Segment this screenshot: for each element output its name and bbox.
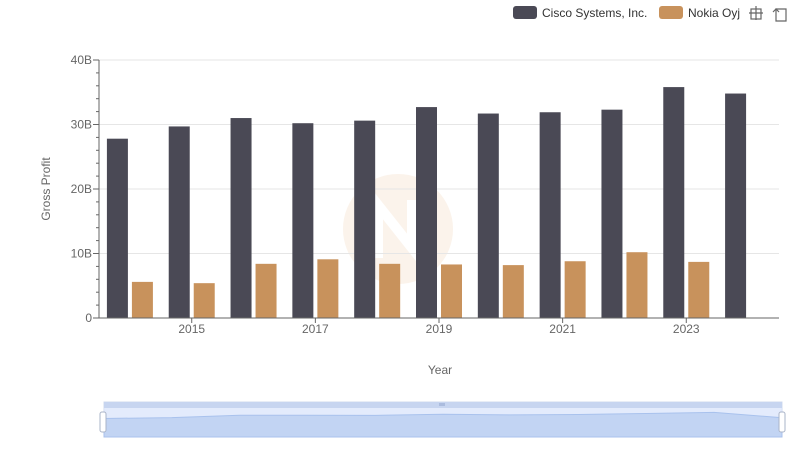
bar-cisco-2023[interactable] (663, 87, 685, 318)
slider-grip-icon[interactable] (439, 403, 445, 406)
x-tick-label: 2023 (673, 322, 700, 336)
bar-cisco-2015[interactable] (168, 126, 190, 318)
y-tick-label: 0 (85, 311, 92, 325)
y-tick-label: 30B (71, 118, 92, 132)
bar-nokia-2018[interactable] (379, 263, 401, 318)
bar-cisco-2019[interactable] (416, 107, 437, 319)
bar-cisco-2021[interactable] (539, 112, 561, 319)
bar-nokia-2016[interactable] (255, 263, 277, 318)
x-tick-label: 2021 (549, 322, 576, 336)
y-tick-label: 20B (71, 182, 92, 196)
bar-nokia-2017[interactable] (317, 259, 339, 318)
bar-nokia-2019[interactable] (441, 264, 462, 318)
y-tick-label: 10B (71, 247, 92, 261)
bar-cisco-2020[interactable] (477, 113, 499, 318)
bar-cisco-2017[interactable] (292, 123, 314, 319)
axes: 0 10B 20B 30B 40B 2015 2017 2019 2021 2023 (71, 53, 779, 336)
zoom-select-icon[interactable] (749, 6, 763, 20)
data-zoom-slider[interactable] (99, 401, 786, 438)
slider-top-bar[interactable] (104, 402, 782, 408)
slider-handle-right[interactable] (778, 411, 786, 433)
slider-handle-left[interactable] (99, 411, 107, 433)
legend-swatch-nokia[interactable] (659, 6, 683, 19)
zoom-reset-icon[interactable] (772, 8, 787, 22)
bar-nokia-2020[interactable] (502, 265, 524, 318)
x-axis-title: Year (428, 363, 452, 377)
x-tick-label: 2017 (302, 322, 329, 336)
bar-cisco-2016[interactable] (230, 118, 252, 318)
bar-cisco-2014[interactable] (106, 138, 128, 318)
bar-cisco-2024[interactable] (725, 93, 747, 318)
bar-nokia-2014[interactable] (131, 281, 153, 318)
legend[interactable]: Cisco Systems, Inc. Nokia Oyj (513, 6, 740, 20)
bar-cisco-2022[interactable] (601, 109, 623, 318)
bar-nokia-2022[interactable] (626, 252, 648, 318)
y-axis-title: Gross Profit (39, 157, 53, 221)
legend-label-cisco[interactable]: Cisco Systems, Inc. (542, 6, 647, 20)
bar-nokia-2015[interactable] (193, 283, 215, 318)
x-tick-label: 2019 (426, 322, 453, 336)
bar-cisco-2018[interactable] (354, 120, 376, 318)
slider-preview-line (103, 411, 783, 438)
bar-nokia-2021[interactable] (564, 261, 586, 318)
x-tick-label: 2015 (178, 322, 205, 336)
bars[interactable] (106, 87, 747, 319)
bar-nokia-2023[interactable] (688, 261, 710, 318)
legend-swatch-cisco[interactable] (513, 6, 537, 19)
legend-label-nokia[interactable]: Nokia Oyj (688, 6, 740, 20)
y-tick-label: 40B (71, 53, 92, 67)
